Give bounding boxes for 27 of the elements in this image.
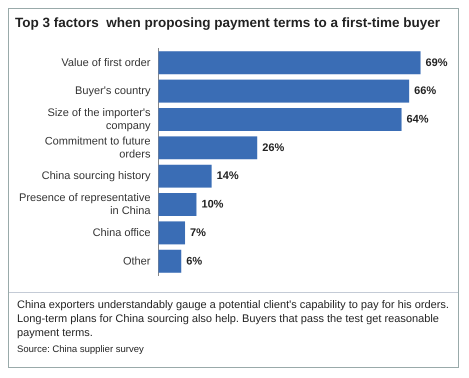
data-label: 14% bbox=[216, 170, 239, 182]
bar bbox=[158, 221, 186, 244]
data-label: 64% bbox=[406, 114, 429, 126]
data-label: 7% bbox=[190, 226, 206, 239]
bar bbox=[158, 250, 182, 273]
bar bbox=[158, 80, 410, 103]
text: China exporters understandably gauge a potential client's capability to pay for his orders. Long-term plans for China sourcing also help. Buyers that pass the test get reasonable payment terms. bbox=[17, 299, 450, 340]
y-tick-label: Value of first order bbox=[61, 56, 151, 69]
y-tick-label: China sourcing history bbox=[42, 170, 151, 182]
chart-title: Top 3 factors when proposing payment terms to a first-time buyer bbox=[14, 14, 442, 32]
bar bbox=[158, 164, 212, 188]
data-label: 69% bbox=[426, 56, 448, 69]
data-label: 66% bbox=[414, 85, 436, 98]
y-tick-label: Other bbox=[122, 255, 151, 268]
y-tick-label: Size of the importer's company bbox=[47, 106, 151, 132]
data-label: 26% bbox=[262, 142, 284, 154]
bar bbox=[158, 136, 258, 160]
data-label: 6% bbox=[186, 255, 202, 268]
y-tick-label: Presence of representative in China bbox=[18, 192, 152, 218]
bar bbox=[158, 193, 196, 216]
data-label: 10% bbox=[201, 198, 224, 211]
y-tick-label: Buyer's country bbox=[74, 85, 151, 98]
y-tick-label: China office bbox=[92, 226, 150, 239]
bar bbox=[158, 108, 402, 131]
y-tick-label: Commitment to future orders bbox=[44, 135, 151, 160]
bar bbox=[158, 51, 421, 74]
source-note: Source: China supplier survey bbox=[17, 344, 145, 356]
